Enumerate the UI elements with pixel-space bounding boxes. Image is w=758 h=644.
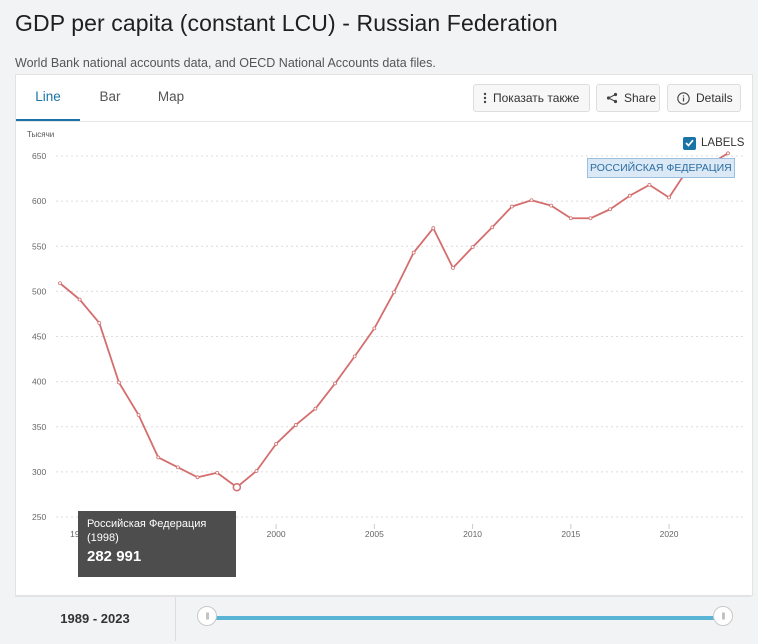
data-point bbox=[470, 245, 475, 250]
tab-line[interactable]: Line bbox=[16, 75, 80, 121]
data-point bbox=[647, 182, 652, 187]
data-point bbox=[608, 207, 613, 212]
data-point bbox=[411, 250, 416, 255]
data-point bbox=[372, 326, 377, 331]
data-point bbox=[667, 195, 671, 200]
data-point bbox=[451, 266, 455, 270]
info-icon bbox=[677, 91, 690, 105]
range-label: 1989 - 2023 bbox=[15, 597, 176, 641]
data-point bbox=[568, 216, 573, 221]
y-tick-label: 350 bbox=[32, 422, 46, 432]
data-tooltip: Российская Федерация (1998) 282 991 bbox=[78, 511, 236, 577]
x-tick-label: 2005 bbox=[365, 529, 384, 539]
data-point bbox=[490, 225, 495, 230]
y-tick-label: 400 bbox=[32, 377, 46, 387]
labels-toggle[interactable]: LABELS bbox=[683, 135, 744, 151]
tooltip-value: 282 991 bbox=[87, 548, 142, 565]
y-tick-label: 550 bbox=[32, 241, 46, 251]
range-slider-track[interactable] bbox=[207, 616, 724, 620]
checkbox-checked-icon[interactable] bbox=[683, 136, 696, 150]
data-point bbox=[627, 193, 632, 198]
also-show-button[interactable]: Показать также bbox=[473, 84, 590, 112]
data-point bbox=[77, 297, 82, 302]
series-end-label: РОССИЙСКАЯ ФЕДЕРАЦИЯ bbox=[587, 158, 735, 178]
y-tick-label: 450 bbox=[32, 332, 46, 342]
also-show-label: Показать также bbox=[493, 91, 580, 105]
data-point bbox=[529, 198, 534, 203]
tab-map[interactable]: Map bbox=[157, 89, 185, 104]
data-point bbox=[254, 469, 259, 473]
data-point bbox=[313, 406, 318, 411]
details-label: Details bbox=[696, 91, 733, 105]
data-point bbox=[588, 216, 593, 221]
y-tick-label: 650 bbox=[32, 151, 46, 161]
data-point bbox=[392, 290, 396, 295]
data-point bbox=[352, 354, 357, 359]
data-point bbox=[195, 475, 200, 480]
x-tick-label: 2010 bbox=[463, 529, 482, 539]
share-label: Share bbox=[624, 91, 657, 105]
data-point bbox=[549, 203, 554, 208]
tooltip-year: (1998) bbox=[87, 532, 119, 544]
data-point bbox=[431, 226, 436, 231]
tooltip-series-name: Российская Федерация bbox=[87, 518, 207, 530]
highlighted-data-point bbox=[232, 482, 242, 492]
data-point bbox=[726, 151, 730, 156]
x-tick-label: 2000 bbox=[267, 529, 286, 539]
data-point bbox=[156, 455, 161, 460]
x-tick-label: 2015 bbox=[561, 529, 580, 539]
range-slider-start-handle[interactable]: ||| bbox=[197, 606, 217, 626]
chart-panel: Line Bar Map Показать также Share Detail… bbox=[15, 74, 753, 596]
page-subtitle: World Bank national accounts data, and O… bbox=[15, 56, 436, 70]
range-bar: 1989 - 2023 ||| ||| bbox=[15, 596, 751, 641]
share-icon bbox=[606, 92, 618, 104]
y-tick-label: 500 bbox=[32, 286, 46, 296]
range-slider-end-handle[interactable]: ||| bbox=[713, 606, 733, 626]
labels-toggle-label: LABELS bbox=[701, 137, 745, 149]
share-button[interactable]: Share bbox=[596, 84, 660, 112]
details-button[interactable]: Details bbox=[667, 84, 741, 112]
data-point bbox=[333, 381, 337, 386]
data-point bbox=[58, 281, 62, 286]
y-axis-unit-label: Тысячи bbox=[27, 130, 54, 139]
page-title: GDP per capita (constant LCU) - Russian … bbox=[15, 10, 558, 36]
series-line bbox=[59, 152, 729, 489]
x-tick-label: 2020 bbox=[660, 529, 679, 539]
data-point bbox=[274, 441, 279, 446]
tab-bar-chart[interactable]: Bar bbox=[99, 89, 121, 104]
y-tick-label: 600 bbox=[32, 196, 46, 206]
data-point bbox=[97, 321, 102, 325]
y-tick-label: 250 bbox=[32, 512, 46, 522]
data-point bbox=[175, 465, 180, 470]
more-vertical-icon bbox=[483, 92, 487, 104]
y-tick-label: 300 bbox=[32, 467, 46, 477]
tab-bar: Line Bar Map Показать также Share Detail… bbox=[16, 75, 752, 122]
data-point bbox=[117, 380, 121, 385]
data-point bbox=[509, 204, 514, 209]
data-point bbox=[215, 470, 220, 475]
data-point bbox=[293, 423, 298, 427]
data-point bbox=[136, 413, 141, 417]
